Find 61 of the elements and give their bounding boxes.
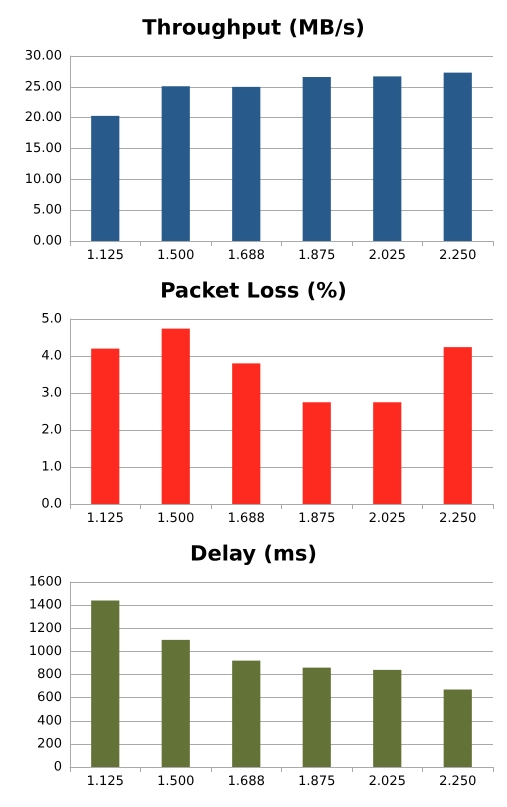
bar — [232, 363, 260, 504]
x-tick-label: 2.025 — [368, 774, 406, 789]
y-tick-label: 5.00 — [33, 202, 62, 218]
bar — [91, 600, 120, 767]
bar — [91, 116, 120, 241]
y-tick-label: 1600 — [28, 574, 62, 590]
y-tick-label: 2.0 — [41, 422, 62, 438]
x-tick-label: 1.875 — [298, 248, 336, 263]
y-tick-label: 0 — [54, 760, 62, 774]
bar — [91, 348, 120, 504]
bar — [302, 76, 331, 241]
bar — [302, 668, 331, 767]
y-tick-label: 1000 — [28, 644, 62, 659]
y-tick-label: 30.00 — [24, 48, 62, 64]
y-tick-label: 25.00 — [24, 79, 62, 94]
bar — [232, 660, 260, 767]
chart-title: Throughput (MB/s) — [142, 16, 365, 40]
y-tick-label: 1.0 — [41, 460, 62, 474]
y-tick-label: 3.0 — [41, 386, 62, 400]
bar — [444, 72, 472, 241]
x-tick-label: 2.250 — [439, 248, 476, 263]
bar — [302, 402, 331, 504]
x-tick-label: 1.688 — [228, 774, 265, 789]
y-tick-label: 15.00 — [24, 141, 62, 156]
y-tick-label: 800 — [37, 667, 62, 682]
x-tick-label: 1.500 — [157, 248, 194, 263]
y-tick-label: 4.0 — [41, 348, 62, 364]
x-tick-label: 2.025 — [368, 511, 406, 526]
y-tick-label: 5.0 — [41, 312, 62, 326]
y-tick-label: 600 — [37, 690, 62, 706]
x-tick-label: 1.125 — [86, 511, 124, 526]
x-tick-label: 1.500 — [157, 774, 194, 789]
y-tick-label: 1200 — [28, 620, 62, 636]
x-tick-label: 1.688 — [228, 248, 265, 263]
y-tick-label: 400 — [37, 713, 62, 728]
bar — [162, 640, 190, 767]
x-tick-label: 1.125 — [86, 774, 124, 789]
y-tick-label: 0.0 — [41, 496, 62, 512]
y-tick-label: 10.00 — [24, 172, 62, 187]
bar — [373, 402, 402, 504]
y-tick-label: 0.00 — [33, 234, 62, 248]
y-tick-label: 200 — [37, 736, 62, 752]
bar — [373, 76, 402, 241]
y-tick-label: 1400 — [28, 598, 62, 613]
chart-title: Packet Loss (%) — [160, 278, 347, 302]
bar — [162, 86, 190, 241]
x-tick-label: 1.875 — [298, 511, 336, 526]
x-tick-label: 2.250 — [439, 774, 476, 789]
bar — [373, 670, 402, 767]
x-tick-label: 1.875 — [298, 774, 336, 789]
y-tick-label: 20.00 — [24, 110, 62, 126]
bar — [444, 690, 472, 767]
x-tick-label: 1.500 — [157, 511, 194, 526]
x-tick-label: 1.688 — [228, 511, 265, 526]
bar — [232, 86, 260, 241]
x-tick-label: 2.025 — [368, 248, 406, 263]
bar — [444, 347, 472, 504]
x-tick-label: 1.125 — [86, 248, 124, 263]
x-tick-label: 2.250 — [439, 511, 476, 526]
bar — [162, 328, 190, 504]
chart-title: Delay (ms) — [190, 542, 317, 566]
